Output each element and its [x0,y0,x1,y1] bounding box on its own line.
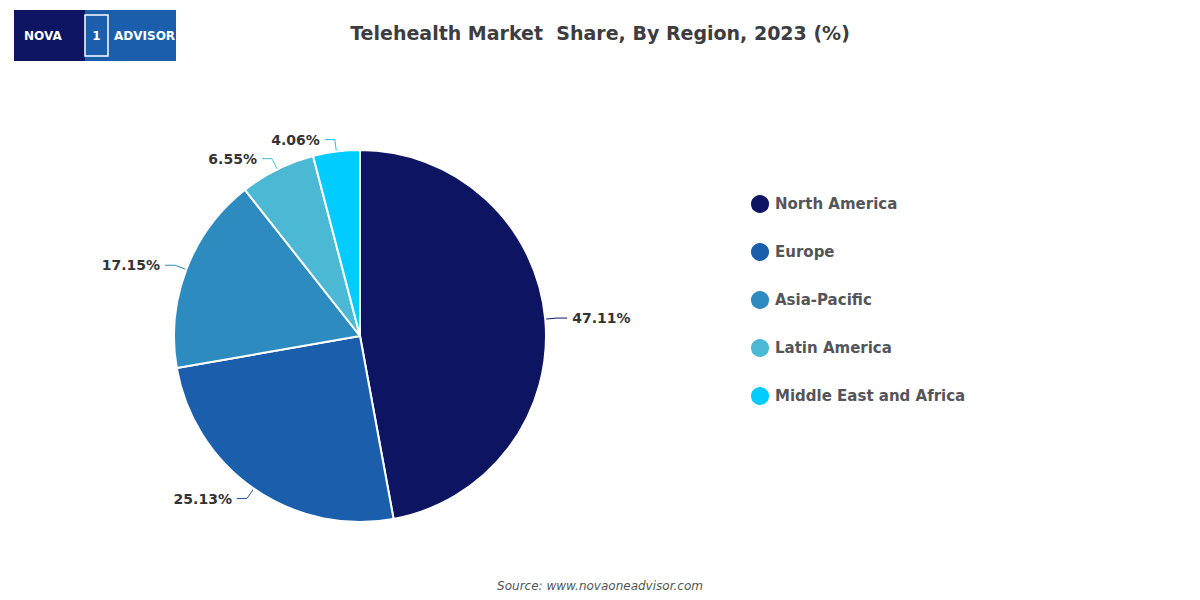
svg-text:1: 1 [92,29,100,43]
svg-text:25.13%: 25.13% [174,491,232,507]
svg-text:17.15%: 17.15% [102,257,160,273]
svg-text:4.06%: 4.06% [271,132,320,148]
svg-text:Middle East and Africa: Middle East and Africa [775,387,965,405]
svg-text:NOVA: NOVA [24,29,62,43]
svg-text:Asia-Pacific: Asia-Pacific [775,291,872,309]
svg-text:Telehealth Market Share, By R: Telehealth Market Share, By Region, 2023… [350,22,850,44]
svg-text:6.55%: 6.55% [208,151,257,167]
svg-text:ADVISOR: ADVISOR [114,29,175,43]
svg-text:North America: North America [775,195,897,213]
svg-text:Latin America: Latin America [775,339,892,357]
svg-text:Europe: Europe [775,243,835,261]
svg-text:47.11%: 47.11% [572,310,630,326]
svg-text:Source: www.novaoneadvisor.com: Source: www.novaoneadvisor.com [497,579,703,593]
